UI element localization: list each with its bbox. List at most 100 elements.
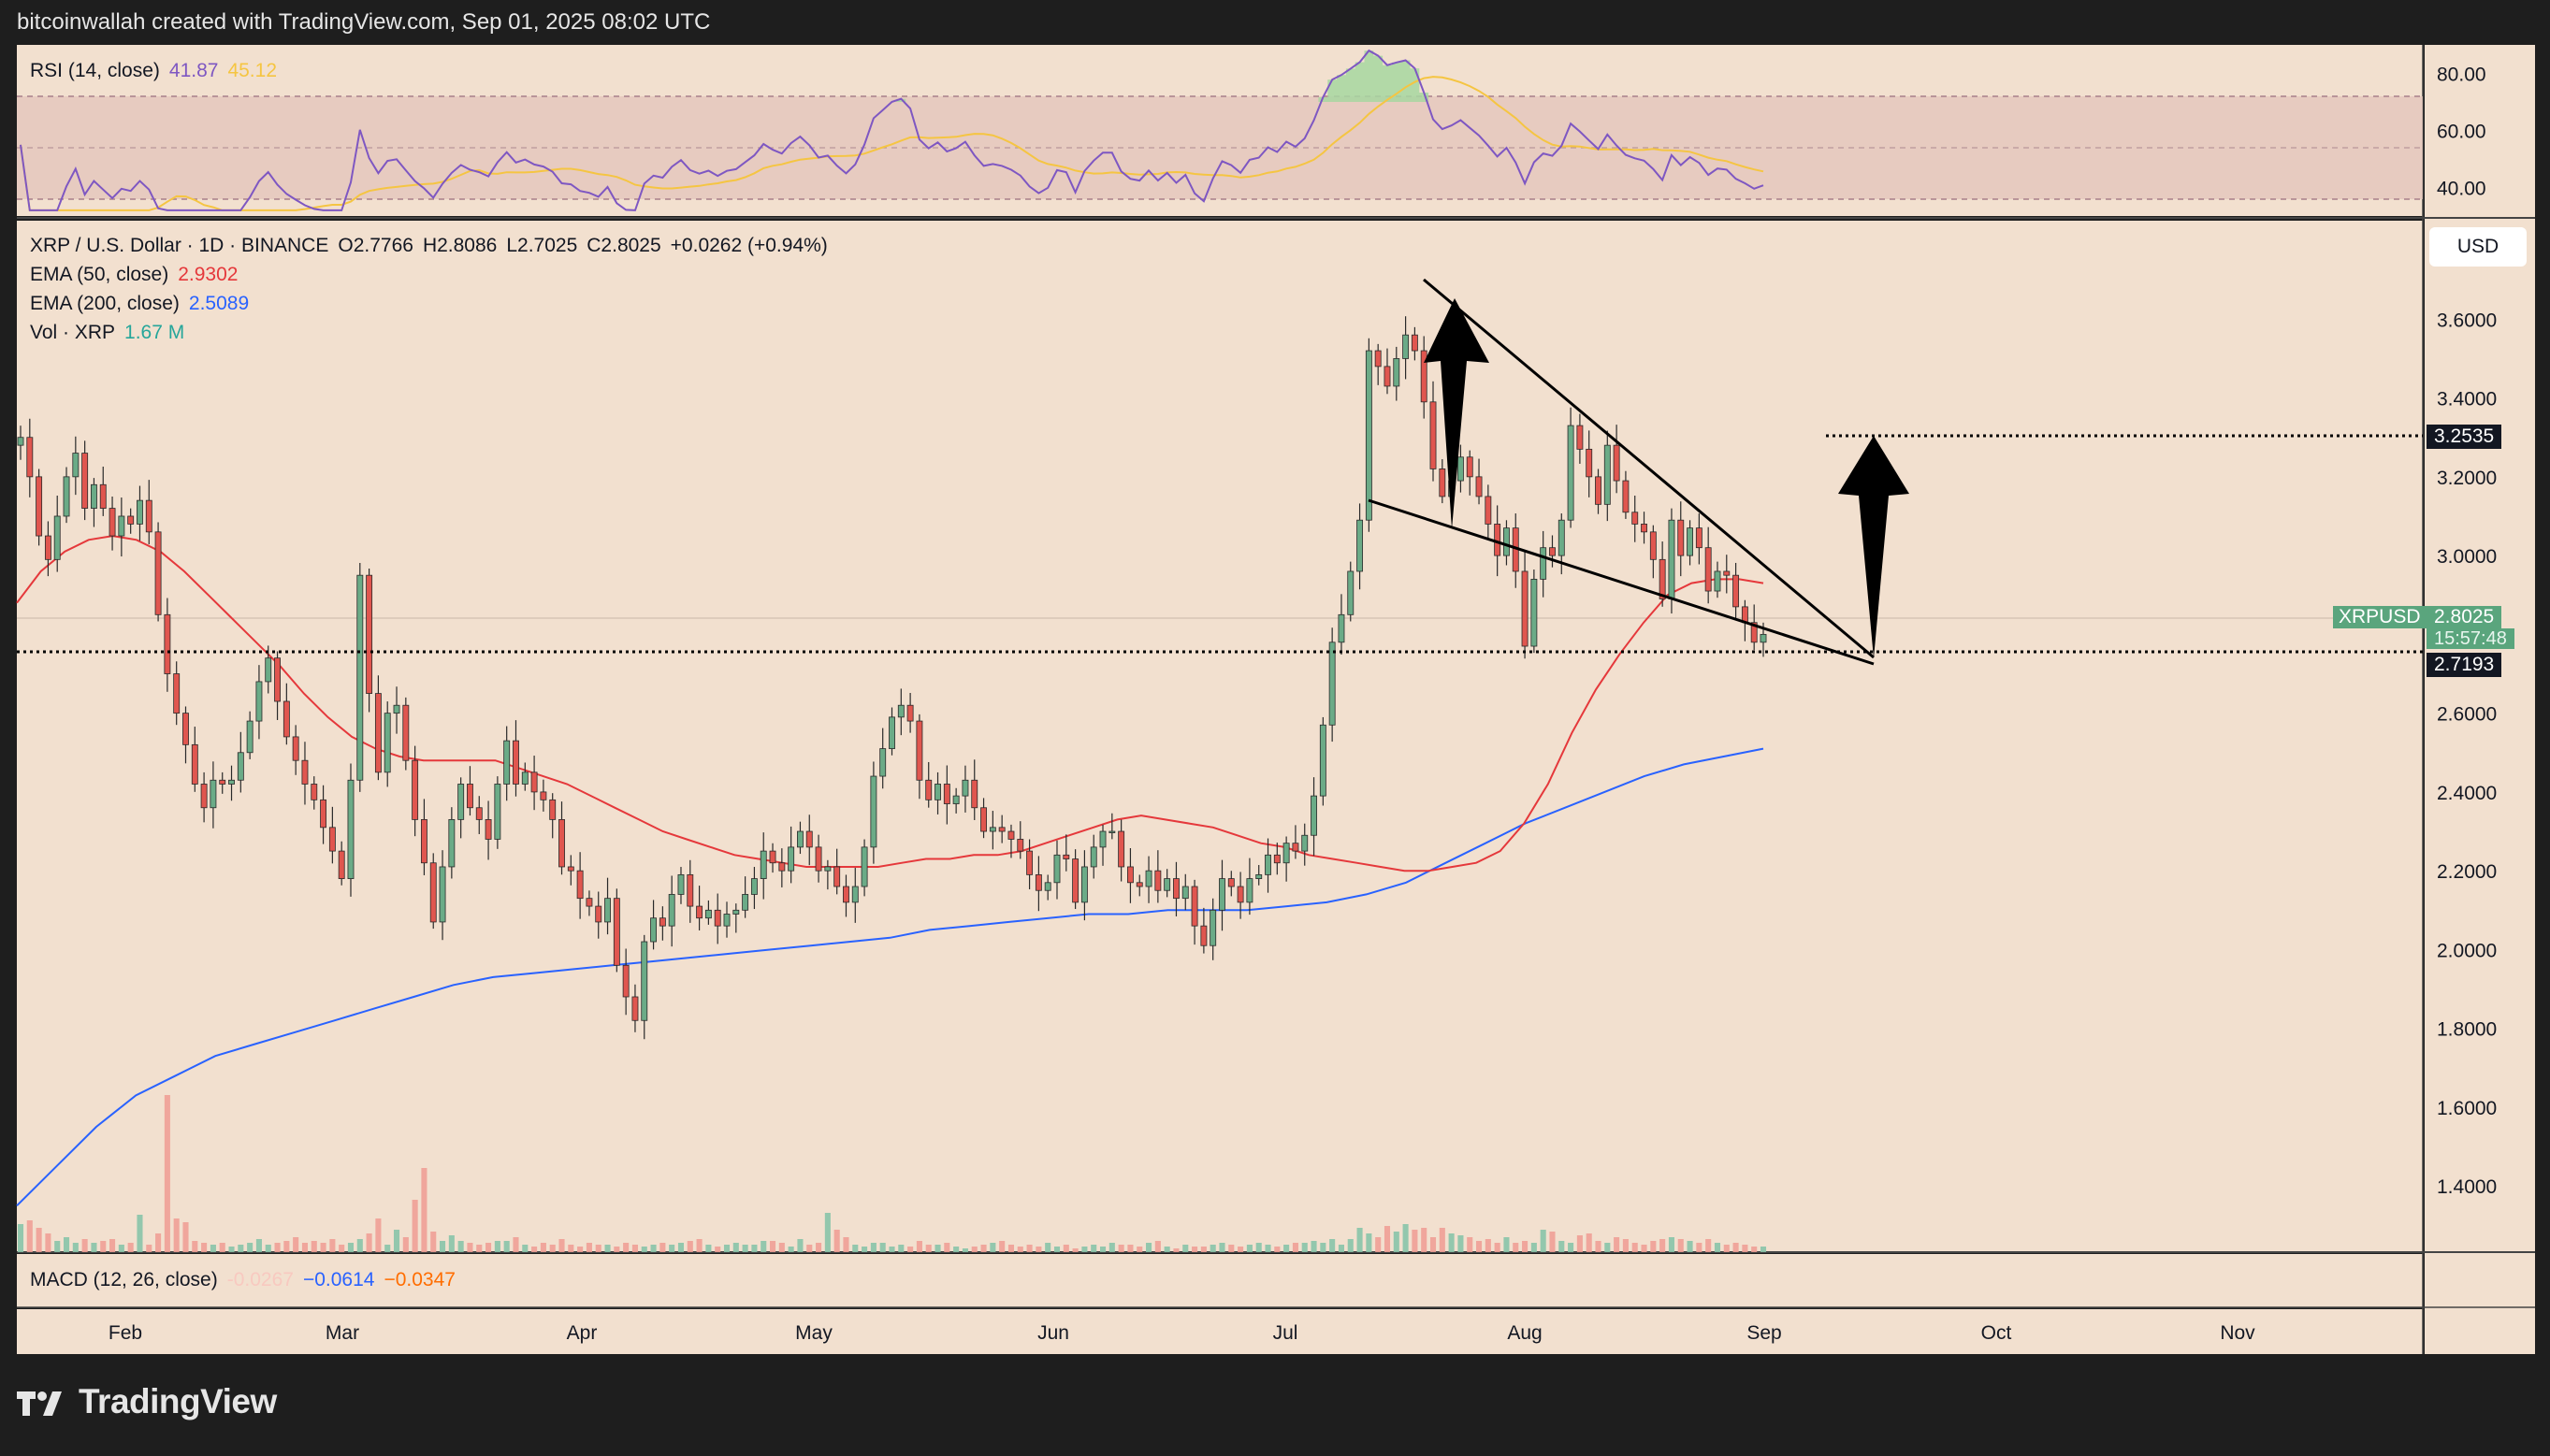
candle bbox=[659, 906, 666, 941]
candle bbox=[1273, 843, 1281, 875]
candle bbox=[677, 867, 685, 904]
volume-bar bbox=[1687, 1241, 1693, 1252]
volume-bar bbox=[192, 1241, 198, 1252]
candle bbox=[1732, 562, 1740, 619]
candle bbox=[191, 727, 198, 792]
candle bbox=[879, 728, 887, 789]
candle bbox=[118, 497, 125, 557]
candle bbox=[650, 900, 658, 950]
candle bbox=[760, 832, 767, 900]
volume-bar bbox=[1036, 1247, 1042, 1252]
volume-bar bbox=[1045, 1243, 1051, 1252]
volume-bar bbox=[1641, 1245, 1647, 1252]
candle bbox=[1631, 495, 1639, 542]
candle bbox=[1374, 343, 1382, 385]
candle bbox=[311, 776, 318, 810]
volume-bar bbox=[990, 1243, 996, 1252]
volume-bar bbox=[769, 1241, 776, 1252]
volume-bar bbox=[659, 1243, 666, 1252]
candle bbox=[366, 569, 373, 713]
candle bbox=[53, 495, 61, 572]
volume-bar bbox=[944, 1243, 950, 1252]
candle bbox=[1687, 520, 1693, 566]
volume-bar bbox=[677, 1243, 685, 1252]
volume-bar bbox=[228, 1247, 235, 1252]
tradingview-logo[interactable]: TradingView bbox=[17, 1382, 277, 1421]
volume-bar bbox=[274, 1243, 281, 1252]
candle bbox=[210, 761, 217, 829]
candle bbox=[732, 903, 740, 933]
candle bbox=[1282, 836, 1290, 882]
volume-bar bbox=[265, 1245, 271, 1252]
candle bbox=[1622, 470, 1630, 519]
volume-bar bbox=[1164, 1247, 1170, 1252]
candle bbox=[1576, 413, 1584, 464]
candle bbox=[778, 848, 786, 887]
candle bbox=[815, 834, 822, 883]
candle bbox=[1173, 861, 1180, 916]
volume-bar bbox=[1742, 1245, 1748, 1252]
volume-bar bbox=[1604, 1243, 1611, 1252]
volume-bar bbox=[329, 1239, 336, 1252]
ema50-legend: EMA (50, close) 2.9302 bbox=[30, 264, 247, 286]
volume-bar bbox=[1751, 1247, 1758, 1252]
candle bbox=[237, 731, 244, 793]
candle bbox=[833, 848, 841, 895]
volume-bar bbox=[45, 1233, 51, 1252]
open-value: O2.7766 bbox=[338, 235, 413, 256]
candle bbox=[595, 891, 602, 939]
candle bbox=[1126, 847, 1134, 903]
support-price-label: 2.7193 bbox=[2427, 653, 2502, 677]
candle bbox=[1540, 530, 1547, 598]
time-tick-label: Mar bbox=[326, 1322, 359, 1344]
volume-bar bbox=[761, 1241, 767, 1252]
candle bbox=[1063, 834, 1070, 872]
candle bbox=[870, 761, 877, 864]
candle bbox=[586, 890, 593, 916]
candle bbox=[1099, 824, 1107, 866]
volume-bar bbox=[980, 1245, 987, 1252]
candle bbox=[173, 661, 181, 726]
volume-bar bbox=[1081, 1247, 1088, 1252]
volume-bar bbox=[1732, 1243, 1739, 1252]
volume-bar bbox=[1485, 1239, 1491, 1252]
volume-bar bbox=[1429, 1237, 1437, 1252]
candle bbox=[897, 688, 905, 736]
volume-bar bbox=[953, 1247, 960, 1252]
volume-bar bbox=[1182, 1245, 1189, 1252]
volume-bar bbox=[1622, 1239, 1629, 1252]
volume-bar bbox=[1421, 1228, 1427, 1252]
candle bbox=[567, 855, 574, 886]
volume-bar bbox=[907, 1247, 914, 1252]
candle bbox=[1521, 550, 1529, 659]
candle bbox=[26, 418, 34, 497]
candle bbox=[906, 692, 914, 733]
candle bbox=[292, 725, 299, 775]
candle bbox=[1402, 316, 1410, 380]
volume-bar bbox=[155, 1233, 162, 1252]
candle bbox=[1017, 821, 1024, 859]
volume-bar bbox=[1329, 1239, 1336, 1252]
candle bbox=[283, 683, 290, 745]
rsi-tick-label: 80.00 bbox=[2437, 65, 2486, 86]
candle bbox=[1035, 856, 1042, 912]
volume-bar bbox=[485, 1243, 492, 1252]
close-value: C2.8025 bbox=[587, 235, 661, 256]
ema50-label: EMA (50, close) bbox=[30, 264, 169, 285]
time-tick-label: Apr bbox=[567, 1322, 598, 1344]
volume-bar bbox=[1366, 1233, 1372, 1252]
time-tick-label: Jun bbox=[1037, 1322, 1069, 1344]
candle bbox=[641, 934, 648, 1040]
volume-bar bbox=[81, 1239, 88, 1252]
candle bbox=[1503, 520, 1510, 566]
volume-bar bbox=[430, 1232, 437, 1252]
volume-bar bbox=[421, 1168, 427, 1252]
currency-button[interactable]: USD bbox=[2429, 227, 2527, 267]
volume-bar bbox=[384, 1245, 391, 1252]
volume-bar bbox=[595, 1245, 601, 1252]
volume-bar bbox=[1457, 1235, 1464, 1252]
candle bbox=[137, 485, 143, 541]
candle bbox=[1695, 513, 1702, 565]
candle bbox=[1072, 849, 1079, 910]
